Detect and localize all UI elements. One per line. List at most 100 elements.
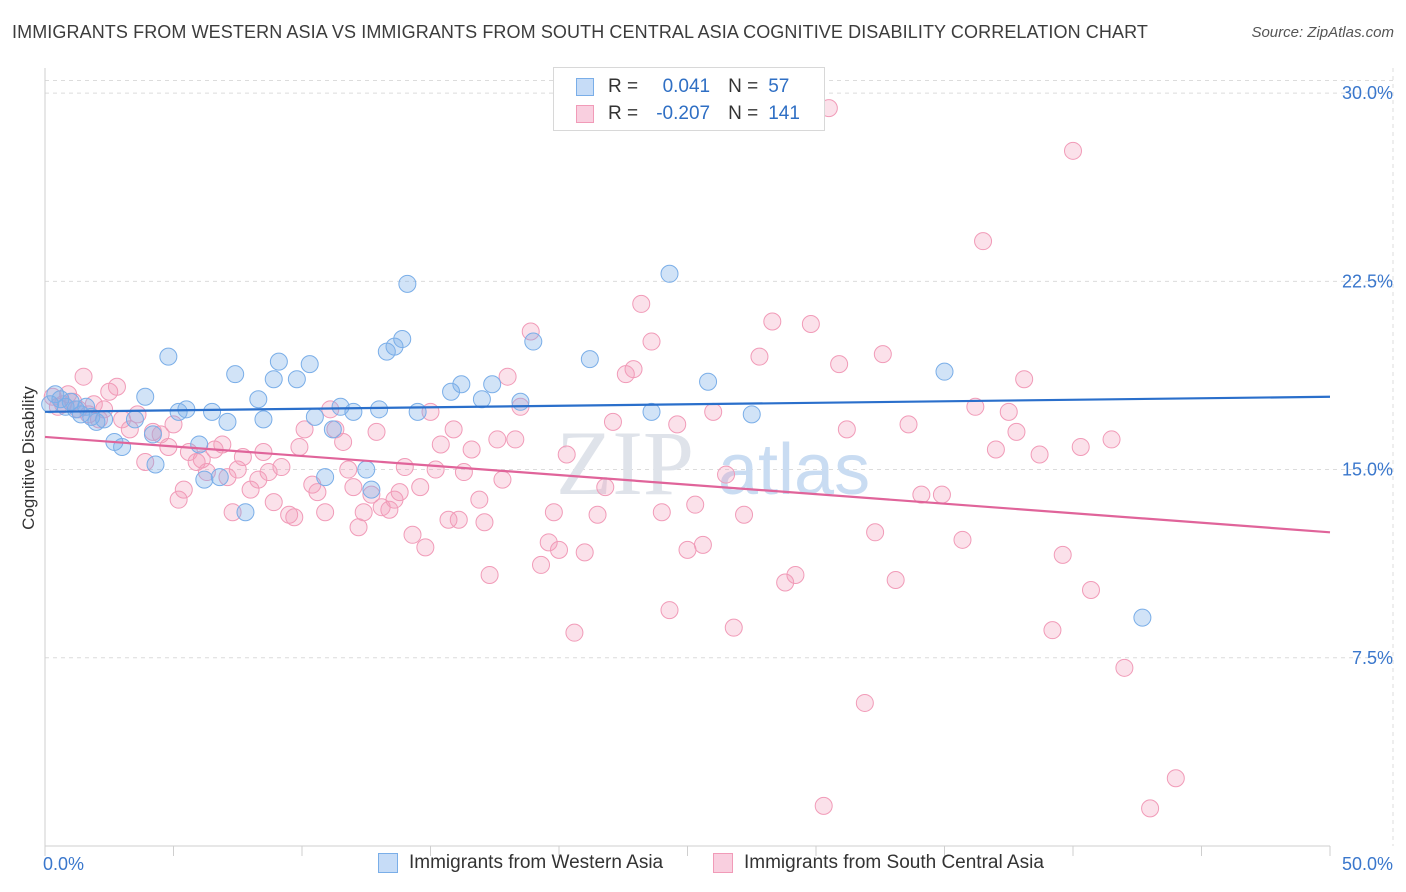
- point-south-central-asia: [596, 478, 615, 497]
- point-western-asia: [143, 425, 162, 444]
- legend-r-label: R =: [608, 76, 639, 97]
- point-western-asia: [269, 352, 288, 371]
- point-western-asia: [203, 402, 222, 421]
- point-south-central-asia: [717, 465, 736, 484]
- point-south-central-asia: [660, 601, 679, 620]
- point-south-central-asia: [295, 420, 314, 439]
- legend-r-value: -0.207: [656, 103, 711, 124]
- point-western-asia: [66, 400, 85, 419]
- y-tick-label: 22.5%: [1342, 271, 1393, 291]
- legend-row-blue: R = 0.041 N = 57: [576, 76, 789, 98]
- point-western-asia: [398, 274, 417, 293]
- series-legend-blue-label: Immigrants from Western Asia: [409, 852, 664, 873]
- point-south-central-asia: [174, 480, 193, 499]
- point-south-central-asia: [588, 505, 607, 524]
- point-western-asia: [218, 412, 237, 431]
- point-south-central-asia: [395, 458, 414, 477]
- point-south-central-asia: [493, 470, 512, 489]
- legend-r-value: 0.041: [662, 76, 711, 97]
- point-south-central-asia: [668, 415, 687, 434]
- point-south-central-asia: [316, 503, 335, 522]
- point-western-asia: [1133, 608, 1152, 627]
- point-south-central-asia: [444, 420, 463, 439]
- point-south-central-asia: [686, 495, 705, 514]
- point-western-asia: [370, 400, 389, 419]
- point-south-central-asia: [334, 432, 353, 451]
- point-south-central-asia: [218, 468, 237, 487]
- x-tick-labels: 0.0% 50.0%: [43, 854, 1393, 874]
- y-tick-label: 30.0%: [1342, 83, 1393, 103]
- point-south-central-asia: [1007, 422, 1026, 441]
- point-south-central-asia: [462, 440, 481, 459]
- point-south-central-asia: [899, 415, 918, 434]
- point-south-central-asia: [886, 570, 905, 589]
- point-south-central-asia: [1071, 437, 1090, 456]
- point-western-asia: [264, 370, 283, 389]
- point-western-asia: [249, 390, 268, 409]
- point-south-central-asia: [830, 355, 849, 374]
- point-south-central-asia: [652, 503, 671, 522]
- legend-swatch-blue: [576, 78, 594, 96]
- point-western-asia: [287, 370, 306, 389]
- point-south-central-asia: [704, 402, 723, 421]
- point-south-central-asia: [855, 693, 874, 712]
- point-south-central-asia: [362, 485, 381, 504]
- source-label: Source: ZipAtlas.com: [1251, 24, 1394, 41]
- point-western-asia: [580, 350, 599, 369]
- series-legend: Immigrants from Western Asia Immigrants …: [0, 852, 1406, 876]
- series-swatch-blue: [378, 853, 398, 873]
- point-south-central-asia: [1015, 370, 1034, 389]
- point-western-asia: [125, 410, 144, 429]
- legend-row-pink: R = -0.207 N = 141: [576, 103, 800, 125]
- point-south-central-asia: [475, 513, 494, 532]
- point-south-central-asia: [349, 518, 368, 537]
- point-western-asia: [113, 437, 132, 456]
- point-south-central-asia: [439, 510, 458, 529]
- point-south-central-asia: [416, 538, 435, 557]
- y-axis-label: Cognitive Disability: [19, 386, 38, 530]
- point-western-asia: [95, 410, 114, 429]
- point-south-central-asia: [380, 500, 399, 519]
- trend-line-south-central-asia: [44, 435, 1331, 534]
- point-south-central-asia: [1081, 581, 1100, 600]
- point-south-central-asia: [1064, 141, 1082, 160]
- point-western-asia: [344, 402, 363, 421]
- point-south-central-asia: [953, 530, 972, 549]
- point-south-central-asia: [280, 505, 299, 524]
- point-western-asia: [362, 480, 381, 499]
- y-tick-labels: 7.5% 15.0% 22.5% 30.0%: [1342, 83, 1393, 668]
- watermark-atlas: atlas: [718, 430, 870, 510]
- series-legend-pink-label: Immigrants from South Central Asia: [744, 852, 1044, 873]
- point-south-central-asia: [431, 435, 450, 454]
- point-south-central-asia: [285, 508, 304, 527]
- point-south-central-asia: [223, 503, 242, 522]
- point-western-asia: [323, 420, 342, 439]
- point-south-central-asia: [539, 533, 558, 552]
- point-western-asia: [305, 407, 324, 426]
- point-western-asia: [300, 355, 319, 374]
- point-south-central-asia: [750, 347, 769, 366]
- point-south-central-asia: [470, 490, 489, 509]
- point-western-asia: [393, 330, 412, 349]
- point-south-central-asia: [986, 440, 1005, 459]
- point-south-central-asia: [344, 478, 363, 497]
- point-western-asia: [472, 390, 491, 409]
- point-south-central-asia: [974, 232, 993, 251]
- point-south-central-asia: [603, 412, 622, 431]
- point-south-central-asia: [390, 483, 409, 502]
- point-south-central-asia: [912, 485, 931, 504]
- point-western-asia: [210, 468, 229, 487]
- watermark: ZIP atlas: [556, 412, 870, 514]
- point-western-asia: [136, 387, 155, 406]
- legend-n-value: 57: [768, 76, 790, 97]
- legend-n-value: 141: [768, 103, 800, 124]
- legend-n-label: N =: [728, 76, 759, 97]
- point-south-central-asia: [120, 420, 139, 439]
- point-south-central-asia: [801, 314, 820, 333]
- point-western-asia: [385, 337, 404, 356]
- y-tick-label: 7.5%: [1352, 648, 1393, 668]
- point-western-asia: [483, 375, 502, 394]
- point-south-central-asia: [426, 460, 445, 479]
- point-south-central-asia: [1115, 658, 1134, 677]
- point-south-central-asia: [411, 478, 430, 497]
